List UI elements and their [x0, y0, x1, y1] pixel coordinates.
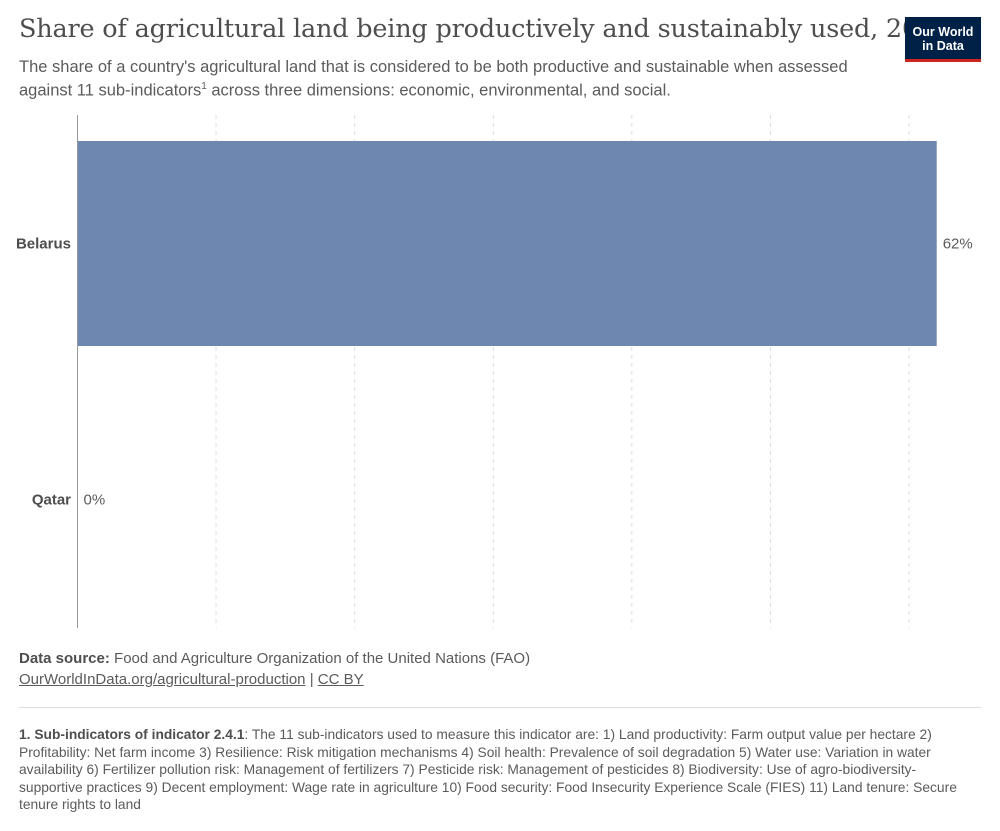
bar-chart: Belarus 62% Qatar 0% [16, 115, 973, 628]
source-label: Data source: [19, 650, 110, 667]
category-label-belarus: Belarus [16, 236, 71, 253]
bar-belarus[interactable] [77, 141, 937, 346]
value-label-qatar: 0% [84, 492, 106, 509]
footnote-divider [19, 707, 981, 708]
value-label-belarus: 62% [943, 236, 973, 253]
source-text: Food and Agriculture Organization of the… [109, 650, 531, 667]
subtitle-text-end: across three dimensions: economic, envir… [206, 81, 671, 100]
category-labels: Belarus 62% Qatar 0% [16, 236, 973, 509]
license-link[interactable]: CC BY [317, 671, 364, 688]
category-label-qatar: Qatar [32, 492, 71, 509]
footnote-ref[interactable]: 1 [201, 81, 207, 92]
subtitle-text: The share of a country's agricultural la… [19, 58, 848, 100]
source-links: OurWorldInData.org/agricultural-producti… [19, 669, 530, 690]
owid-logo[interactable]: Our World in Data [905, 17, 981, 62]
bars [77, 141, 937, 346]
data-source-line: Data source: Food and Agriculture Organi… [19, 648, 530, 669]
logo-line-1: Our World [912, 25, 974, 39]
source-link[interactable]: OurWorldInData.org/agricultural-producti… [19, 671, 306, 688]
chart-subtitle: The share of a country's agricultural la… [19, 57, 889, 101]
chart-title: Share of agricultural land being product… [19, 14, 951, 44]
footnote: 1. Sub-indicators of indicator 2.4.1: Th… [19, 726, 974, 814]
logo-line-2: in Data [922, 39, 964, 53]
footnote-label: 1. Sub-indicators of indicator 2.4.1 [19, 727, 245, 742]
grid-lines [215, 115, 910, 628]
footnote-text: : The 11 sub-indicators used to measure … [19, 727, 957, 813]
link-separator: | [305, 671, 318, 688]
source-block: Data source: Food and Agriculture Organi… [19, 648, 530, 690]
